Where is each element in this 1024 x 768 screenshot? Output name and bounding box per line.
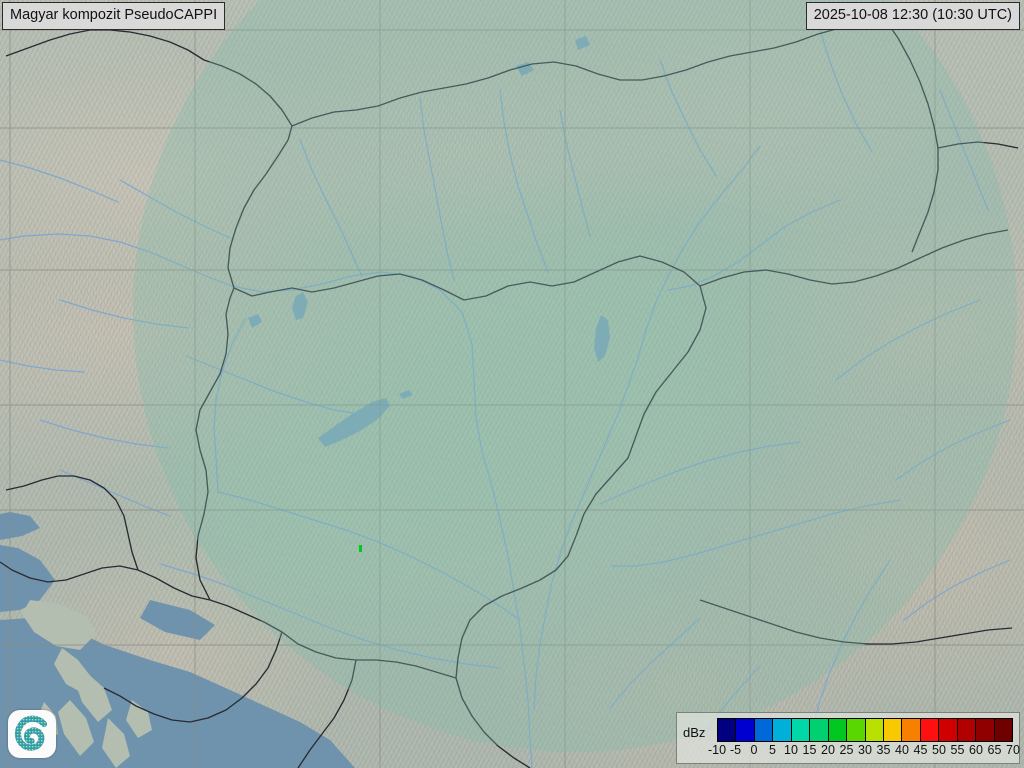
legend-color-bar	[717, 718, 1013, 742]
legend-swatch-10	[902, 719, 921, 741]
legend-tick-40: 40	[895, 743, 909, 757]
legend-swatch-11	[920, 719, 940, 741]
spiral-icon	[14, 715, 48, 751]
legend-swatch-9	[883, 719, 903, 741]
legend-tick-60: 60	[969, 743, 983, 757]
legend-tick-35: 35	[876, 743, 891, 757]
legend-swatch-13	[957, 719, 977, 741]
legend-swatch-4	[791, 719, 811, 741]
legend-swatch-5	[810, 719, 829, 741]
legend-swatch-0	[718, 719, 737, 741]
legend-swatch-14	[976, 719, 995, 741]
radar-echo-0	[359, 545, 362, 552]
hungaromet-logo[interactable]	[8, 710, 56, 758]
legend-swatch-7	[847, 719, 866, 741]
product-title-label: Magyar kompozit PseudoCAPPI	[2, 2, 226, 30]
timestamp-label: 2025-10-08 12:30 (10:30 UTC)	[805, 2, 1020, 30]
legend-tick--10: -10	[707, 743, 727, 757]
legend-swatch-15	[994, 719, 1012, 741]
legend-swatch-2	[754, 719, 774, 741]
legend-tick-labels: -10 -5 0 5 10 15 20 25 30 35 40 45 50 55 60 65 70	[708, 743, 1020, 762]
legend-swatch-6	[828, 719, 848, 741]
legend-unit-label: dBz	[683, 725, 706, 740]
legend-tick-55: 55	[950, 743, 965, 757]
legend-tick-10: 10	[784, 743, 798, 757]
legend-swatch-1	[736, 719, 755, 741]
legend-tick-20: 20	[821, 743, 835, 757]
legend-tick-25: 25	[839, 743, 854, 757]
legend-tick-15: 15	[802, 743, 817, 757]
legend-swatch-3	[773, 719, 792, 741]
legend-tick--5: -5	[729, 743, 742, 757]
dbz-color-legend: dBz -10 -5 0 5 10 15 20 25 30 35 40 45 50 55 60 65 70	[676, 712, 1020, 764]
legend-tick-45: 45	[913, 743, 928, 757]
legend-tick-30: 30	[858, 743, 872, 757]
legend-tick-65: 65	[987, 743, 1002, 757]
legend-tick-5: 5	[769, 743, 776, 757]
legend-tick-70: 70	[1006, 743, 1020, 757]
legend-tick-0: 0	[750, 743, 758, 757]
legend-tick-50: 50	[932, 743, 946, 757]
legend-swatch-12	[939, 719, 958, 741]
legend-swatch-8	[865, 719, 884, 741]
